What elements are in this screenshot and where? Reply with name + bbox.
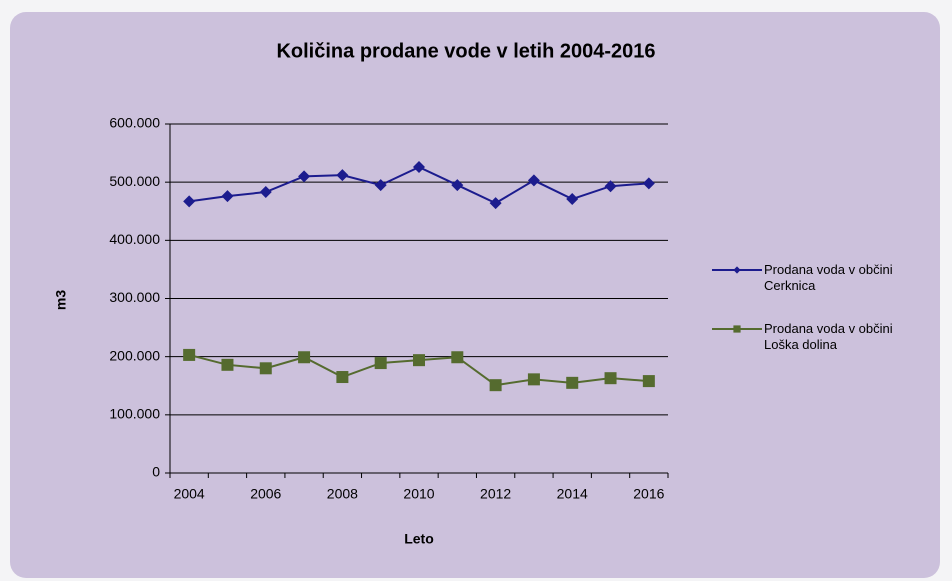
data-point	[298, 170, 311, 183]
x-tick-label: 2014	[557, 486, 588, 502]
legend-label: Prodana voda v občini Loška dolina	[764, 321, 893, 352]
y-tick-label: 200.000	[109, 347, 160, 363]
x-tick-label: 2004	[174, 486, 205, 502]
data-point	[259, 186, 272, 199]
y-tick-label: 300.000	[109, 289, 160, 305]
data-point	[221, 358, 234, 371]
data-point	[489, 379, 502, 392]
data-point	[527, 373, 540, 386]
data-point	[413, 161, 425, 174]
data-point	[642, 177, 655, 190]
data-point	[413, 354, 425, 367]
data-point	[374, 357, 387, 370]
data-point	[451, 179, 464, 192]
y-tick-label: 100.000	[109, 406, 160, 422]
legend-marker	[733, 266, 741, 274]
x-axis-label: Leto	[404, 531, 434, 547]
data-point	[566, 193, 579, 206]
data-point	[336, 371, 349, 384]
y-tick-label: 600.000	[109, 115, 160, 131]
data-point	[374, 179, 387, 192]
data-point	[259, 362, 272, 375]
y-tick-label: 0	[152, 464, 160, 480]
legend-label: Prodana voda v občini Cerknica	[764, 262, 893, 293]
y-axis-label: m3	[53, 290, 69, 310]
data-point	[183, 195, 196, 208]
y-tick-label: 400.000	[109, 231, 160, 247]
data-point	[298, 351, 311, 364]
chart-panel	[10, 12, 940, 578]
x-tick-label: 2006	[250, 486, 281, 502]
y-tick-label: 500.000	[109, 173, 160, 189]
data-point	[451, 351, 464, 364]
data-point	[566, 376, 579, 389]
data-point	[642, 375, 655, 388]
chart-title: Količina prodane vode v letih 2004-2016	[276, 40, 655, 62]
data-point	[221, 190, 234, 203]
legend-marker	[733, 325, 741, 333]
data-point	[183, 348, 196, 361]
x-tick-label: 2012	[480, 486, 511, 502]
x-tick-label: 2010	[403, 486, 434, 502]
data-point	[489, 197, 502, 210]
x-tick-label: 2016	[633, 486, 664, 502]
data-point	[604, 180, 617, 193]
data-point	[336, 169, 349, 182]
x-tick-label: 2008	[327, 486, 358, 502]
data-point	[527, 174, 540, 187]
data-point	[604, 372, 617, 385]
